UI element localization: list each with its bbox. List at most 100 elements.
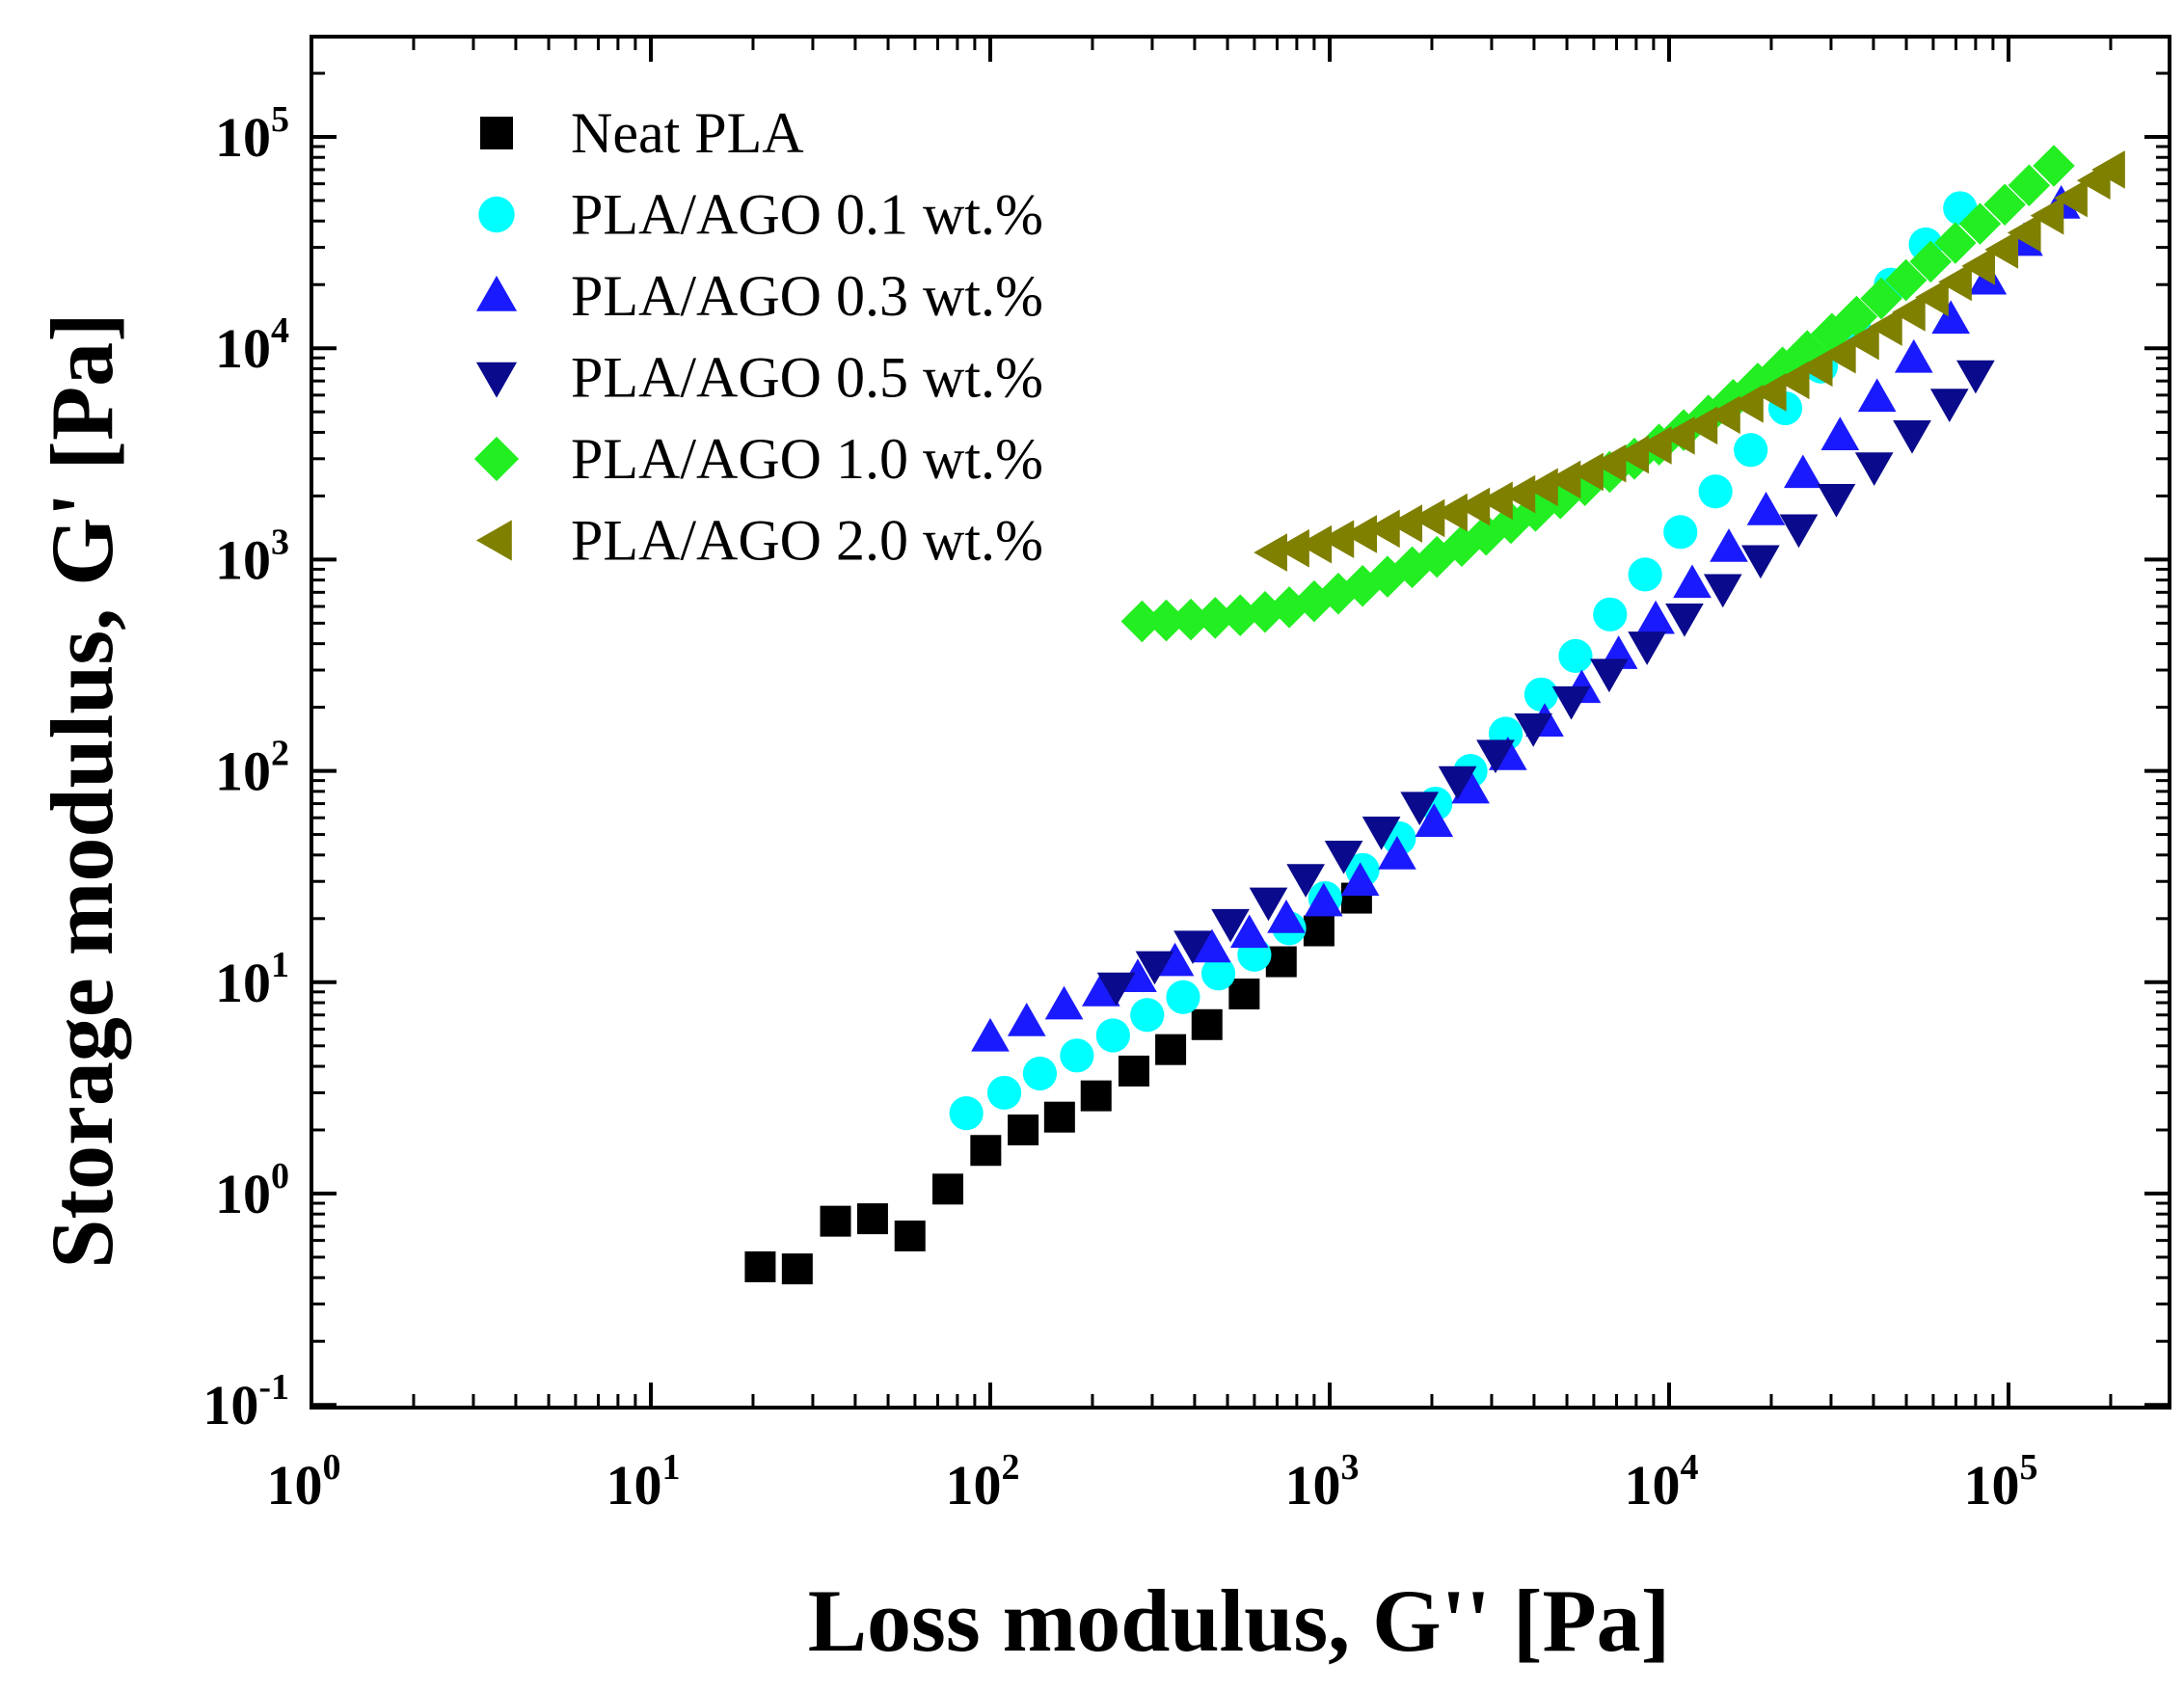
data-point	[1173, 930, 1212, 965]
data-point	[744, 1251, 776, 1283]
data-point	[1389, 504, 1422, 543]
data-point	[1254, 533, 1287, 572]
data-point	[2008, 164, 2051, 206]
legend-marker	[475, 275, 518, 311]
data-point	[1476, 739, 1515, 774]
data-point	[1523, 677, 1558, 712]
data-point	[2033, 145, 2075, 187]
data-point	[1857, 378, 1897, 413]
data-point	[932, 1173, 964, 1205]
data-point	[1320, 520, 1355, 558]
data-point	[1779, 514, 1819, 549]
data-point	[1228, 978, 1260, 1009]
x-axis-title: Loss modulus, G'' [Pa]	[808, 1571, 1671, 1670]
data-point	[1200, 956, 1236, 991]
x-tick-label: 105	[1964, 1447, 2038, 1517]
data-point	[949, 1096, 984, 1131]
tick-labels: 100 101 102 103 104 105 10-1 100 101 102 103 104 105	[202, 99, 2037, 1517]
series-2	[971, 185, 2081, 1052]
legend-marker	[475, 520, 512, 561]
data-point	[1193, 928, 1231, 963]
data-point	[1095, 1018, 1130, 1053]
data-point	[1145, 599, 1188, 642]
data-point	[1956, 360, 1995, 394]
data-point	[1958, 202, 2002, 245]
data-point	[1590, 658, 1629, 693]
data-point	[1817, 483, 1856, 518]
data-point	[2091, 150, 2125, 189]
data-point	[1746, 492, 1786, 525]
data-point	[1663, 515, 1698, 550]
data-point	[1636, 600, 1675, 634]
legend-label: PLA/AGO 0.5 wt.%	[571, 346, 1043, 410]
data-point	[1044, 985, 1084, 1020]
y-tick-label: 103	[215, 522, 289, 591]
data-point	[1219, 594, 1261, 636]
legend-label: PLA/AGO 1.0 wt.%	[571, 427, 1043, 491]
data-point	[1286, 864, 1325, 898]
series-layer	[744, 145, 2125, 1285]
data-point	[1191, 1008, 1223, 1040]
data-point	[1775, 361, 1810, 400]
data-point	[1514, 712, 1552, 747]
data-point	[1835, 295, 1878, 338]
data-point	[1194, 597, 1237, 639]
data-point	[1710, 528, 1748, 562]
data-point	[1411, 498, 1445, 538]
data-point	[1434, 493, 1468, 532]
data-point	[781, 1253, 813, 1285]
data-point	[1893, 419, 1931, 454]
data-point	[1673, 564, 1712, 599]
data-point	[1929, 389, 1969, 422]
x-tick-label: 100	[267, 1447, 341, 1517]
data-point	[1362, 816, 1401, 850]
data-point	[1378, 835, 1416, 870]
data-point	[1155, 1034, 1187, 1065]
data-point	[1703, 574, 1742, 608]
y-tick-label: 104	[215, 310, 289, 380]
data-point	[1984, 230, 2019, 269]
y-tick-label: 102	[215, 734, 289, 803]
data-point	[1820, 416, 1860, 450]
data-point	[1082, 972, 1120, 1007]
legend-marker	[475, 362, 518, 398]
data-point	[1303, 915, 1335, 947]
data-point	[1846, 321, 1879, 361]
data-point	[1628, 557, 1662, 592]
data-point	[1938, 262, 1972, 302]
y-tick-label: 100	[215, 1156, 289, 1225]
data-point	[1551, 685, 1591, 720]
data-point	[1267, 899, 1306, 933]
series-0	[744, 882, 1372, 1285]
data-point	[1022, 1056, 1058, 1091]
data-point	[1096, 972, 1136, 1007]
series-3	[1096, 360, 1995, 1007]
data-point	[1707, 395, 1740, 435]
data-point	[1784, 454, 1822, 489]
data-point	[1665, 603, 1704, 637]
legend-marker	[478, 196, 515, 233]
x-tick-label: 101	[607, 1447, 681, 1517]
data-point	[1170, 598, 1212, 641]
data-point	[1135, 951, 1174, 985]
data-point	[1931, 300, 1970, 335]
data-point	[2030, 196, 2064, 235]
data-point	[1120, 600, 1164, 643]
data-point	[1558, 638, 1593, 673]
data-point	[2054, 178, 2088, 218]
data-point	[1892, 293, 1926, 332]
data-point	[971, 1017, 1010, 1052]
data-point	[1276, 528, 1309, 568]
data-point	[1340, 862, 1380, 897]
data-point	[1211, 908, 1250, 943]
data-point	[1324, 840, 1363, 874]
data-point	[1249, 887, 1288, 922]
y-tick-label: 10-1	[202, 1367, 289, 1437]
legend-marker	[473, 436, 520, 482]
plot-frame	[310, 35, 2171, 1410]
legend-label: PLA/AGO 0.1 wt.%	[571, 183, 1043, 247]
y-axis-title: Storage modulus, G' [Pa]	[33, 312, 131, 1269]
data-point	[1524, 468, 1558, 507]
data-point	[1007, 1002, 1046, 1036]
